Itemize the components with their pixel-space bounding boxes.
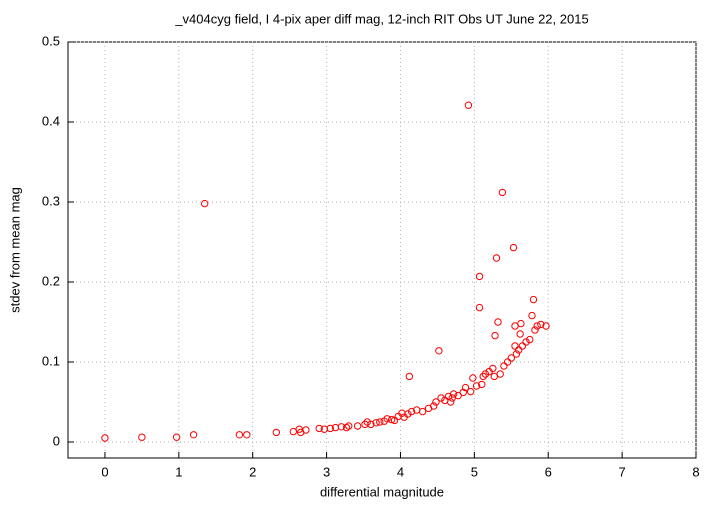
x-tick-label: 5 <box>471 464 478 479</box>
data-point <box>498 188 507 197</box>
data-point <box>529 295 538 304</box>
x-tick-label: 4 <box>397 464 404 479</box>
y-tick-label: 0.2 <box>42 273 60 288</box>
data-point <box>494 318 502 326</box>
data-point <box>500 362 508 370</box>
y-tick-label: 0.1 <box>42 353 60 368</box>
data-point <box>478 380 486 389</box>
data-point <box>418 407 427 416</box>
data-point <box>496 370 504 378</box>
data-point <box>430 402 438 410</box>
data-point <box>447 398 455 406</box>
data-point <box>454 391 462 400</box>
data-point <box>138 433 146 441</box>
plot-frame <box>67 41 697 459</box>
data-point <box>172 433 181 441</box>
x-tick-label: 3 <box>323 464 330 479</box>
data-point <box>326 424 334 433</box>
data-point <box>533 322 541 330</box>
data-point <box>390 416 399 425</box>
x-tick-label: 0 <box>101 464 108 479</box>
data-point <box>531 326 539 334</box>
data-point <box>353 422 362 430</box>
data-point <box>475 272 484 281</box>
data-point <box>387 415 396 424</box>
y-axis-label: stdev from mean mag <box>7 187 22 313</box>
data-point <box>542 322 550 330</box>
data-point <box>405 372 414 381</box>
data-point <box>449 390 458 398</box>
data-point <box>235 431 244 439</box>
data-point <box>469 374 477 382</box>
data-point <box>407 407 416 416</box>
data-point <box>101 434 109 442</box>
data-point <box>459 388 467 397</box>
data-point <box>516 330 524 338</box>
data-point <box>200 199 209 208</box>
y-tick-label: 0 <box>53 433 60 448</box>
x-tick-label: 6 <box>545 464 552 479</box>
data-point <box>526 335 534 344</box>
data-point <box>511 342 519 350</box>
data-point <box>404 410 412 418</box>
data-point <box>507 354 515 362</box>
data-point <box>363 418 371 426</box>
data-point <box>503 358 512 366</box>
x-tick-label: 8 <box>692 464 699 479</box>
data-point <box>522 338 530 346</box>
data-point <box>302 426 310 434</box>
data-point <box>272 428 281 437</box>
x-tick-label: 2 <box>249 464 256 479</box>
y-tick-label: 0.4 <box>42 113 60 128</box>
data-point <box>512 350 521 358</box>
data-point <box>492 254 501 262</box>
data-point <box>189 431 198 439</box>
x-axis-label: differential magnitude <box>320 484 444 499</box>
data-point <box>342 423 351 432</box>
data-point <box>481 370 490 378</box>
chart-title: _v404cyg field, I 4-pix aper diff mag, 1… <box>174 11 588 26</box>
data-point <box>461 383 470 392</box>
data-point <box>509 243 518 252</box>
data-point <box>376 418 384 426</box>
data-point <box>537 320 545 329</box>
data-point <box>472 382 481 390</box>
data-point <box>435 347 443 355</box>
data-point <box>437 394 445 402</box>
data-point <box>432 398 440 406</box>
data-point <box>518 342 527 350</box>
x-tick-label: 7 <box>619 464 626 479</box>
x-tick-label: 1 <box>175 464 182 479</box>
y-tick-label: 0.3 <box>42 193 60 208</box>
data-point <box>528 311 536 320</box>
y-tick-label: 0.5 <box>42 33 60 48</box>
data-point <box>475 303 484 312</box>
data-point <box>517 319 525 328</box>
data-point <box>514 346 523 354</box>
data-point <box>491 331 499 340</box>
data-point <box>464 101 473 109</box>
data-point <box>345 422 353 430</box>
data-point <box>489 364 497 373</box>
data-point <box>383 415 391 423</box>
data-point <box>479 372 487 381</box>
data-point <box>337 423 346 431</box>
data-point <box>315 424 323 433</box>
data-point <box>367 420 375 429</box>
data-point <box>466 387 475 396</box>
data-point <box>372 419 380 427</box>
data-point <box>243 431 251 439</box>
